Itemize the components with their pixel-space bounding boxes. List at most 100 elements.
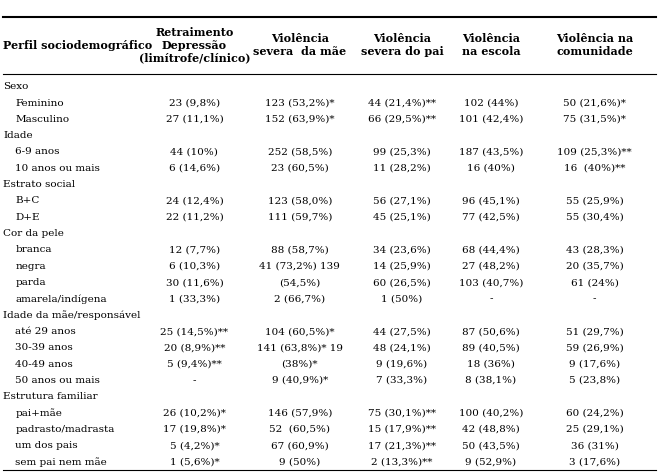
Text: Feminino: Feminino bbox=[15, 99, 64, 108]
Text: 1 (33,3%): 1 (33,3%) bbox=[169, 294, 220, 303]
Text: 111 (59,7%): 111 (59,7%) bbox=[268, 213, 332, 222]
Text: 96 (45,1%): 96 (45,1%) bbox=[462, 197, 520, 206]
Text: 3 (17,6%): 3 (17,6%) bbox=[569, 457, 620, 466]
Text: 44 (10%): 44 (10%) bbox=[171, 148, 218, 157]
Text: 9 (17,6%): 9 (17,6%) bbox=[569, 360, 620, 369]
Text: 12 (7,7%): 12 (7,7%) bbox=[169, 246, 220, 255]
Text: 45 (25,1%): 45 (25,1%) bbox=[373, 213, 431, 222]
Text: Masculino: Masculino bbox=[15, 115, 69, 124]
Text: 103 (40,7%): 103 (40,7%) bbox=[459, 278, 523, 287]
Text: 34 (23,6%): 34 (23,6%) bbox=[373, 246, 431, 255]
Text: 60 (26,5%): 60 (26,5%) bbox=[373, 278, 431, 287]
Text: 152 (63,9%)*: 152 (63,9%)* bbox=[265, 115, 335, 124]
Text: 40-49 anos: 40-49 anos bbox=[15, 360, 73, 369]
Text: 15 (17,9%)**: 15 (17,9%)** bbox=[368, 425, 436, 434]
Text: -: - bbox=[192, 376, 196, 385]
Text: 100 (40,2%): 100 (40,2%) bbox=[459, 409, 523, 417]
Text: 187 (43,5%): 187 (43,5%) bbox=[459, 148, 523, 157]
Text: 75 (30,1%)**: 75 (30,1%)** bbox=[368, 409, 436, 417]
Text: 50 (43,5%): 50 (43,5%) bbox=[462, 441, 520, 450]
Text: 61 (24%): 61 (24%) bbox=[571, 278, 619, 287]
Text: 41 (73,2%) 139: 41 (73,2%) 139 bbox=[260, 262, 340, 271]
Text: 5 (9,4%)**: 5 (9,4%)** bbox=[167, 360, 222, 369]
Text: parda: parda bbox=[15, 278, 45, 287]
Text: 141 (63,8%)* 19: 141 (63,8%)* 19 bbox=[257, 343, 343, 352]
Text: 16  (40%)**: 16 (40%)** bbox=[564, 164, 625, 173]
Text: 42 (48,8%): 42 (48,8%) bbox=[462, 425, 520, 434]
Text: 1 (50%): 1 (50%) bbox=[382, 294, 422, 303]
Text: 25 (14,5%)**: 25 (14,5%)** bbox=[160, 327, 229, 336]
Text: 75 (31,5%)*: 75 (31,5%)* bbox=[563, 115, 626, 124]
Text: 16 (40%): 16 (40%) bbox=[467, 164, 515, 173]
Text: 30-39 anos: 30-39 anos bbox=[15, 343, 73, 352]
Text: D+E: D+E bbox=[15, 213, 40, 222]
Text: pai+mãe: pai+mãe bbox=[15, 408, 62, 418]
Text: 1 (5,6%)*: 1 (5,6%)* bbox=[169, 457, 219, 466]
Text: 59 (26,9%): 59 (26,9%) bbox=[566, 343, 623, 352]
Text: 9 (52,9%): 9 (52,9%) bbox=[465, 457, 517, 466]
Text: 55 (30,4%): 55 (30,4%) bbox=[566, 213, 623, 222]
Text: 102 (44%): 102 (44%) bbox=[464, 99, 518, 108]
Text: até 29 anos: até 29 anos bbox=[15, 327, 76, 336]
Text: 44 (21,4%)**: 44 (21,4%)** bbox=[368, 99, 436, 108]
Text: 26 (10,2%)*: 26 (10,2%)* bbox=[163, 409, 226, 417]
Text: 87 (50,6%): 87 (50,6%) bbox=[462, 327, 520, 336]
Text: 6 (10,3%): 6 (10,3%) bbox=[169, 262, 220, 271]
Text: padrasto/madrasta: padrasto/madrasta bbox=[15, 425, 115, 434]
Text: 48 (24,1%): 48 (24,1%) bbox=[373, 343, 431, 352]
Text: 51 (29,7%): 51 (29,7%) bbox=[566, 327, 623, 336]
Text: 50 anos ou mais: 50 anos ou mais bbox=[15, 376, 100, 385]
Text: branca: branca bbox=[15, 246, 51, 255]
Text: Violência
severa  da mãe: Violência severa da mãe bbox=[253, 33, 347, 57]
Text: -: - bbox=[593, 294, 596, 303]
Text: 27 (11,1%): 27 (11,1%) bbox=[165, 115, 223, 124]
Text: 52  (60,5%): 52 (60,5%) bbox=[270, 425, 330, 434]
Text: 10 anos ou mais: 10 anos ou mais bbox=[15, 164, 100, 173]
Text: 55 (25,9%): 55 (25,9%) bbox=[566, 197, 623, 206]
Text: 9 (40,9%)*: 9 (40,9%)* bbox=[272, 376, 328, 385]
Text: Cor da pele: Cor da pele bbox=[3, 229, 64, 238]
Text: negra: negra bbox=[15, 262, 45, 271]
Text: 123 (53,2%)*: 123 (53,2%)* bbox=[265, 99, 335, 108]
Text: 43 (28,3%): 43 (28,3%) bbox=[566, 246, 623, 255]
Text: Violência
na escola: Violência na escola bbox=[462, 33, 520, 57]
Text: Idade: Idade bbox=[3, 131, 33, 140]
Text: 17 (21,3%)**: 17 (21,3%)** bbox=[368, 441, 436, 450]
Text: 252 (58,5%): 252 (58,5%) bbox=[268, 148, 332, 157]
Text: Estrato social: Estrato social bbox=[3, 180, 75, 189]
Text: 5 (4,2%)*: 5 (4,2%)* bbox=[169, 441, 219, 450]
Text: 30 (11,6%): 30 (11,6%) bbox=[165, 278, 223, 287]
Text: 6 (14,6%): 6 (14,6%) bbox=[169, 164, 220, 173]
Text: 14 (25,9%): 14 (25,9%) bbox=[373, 262, 431, 271]
Text: 104 (60,5%)*: 104 (60,5%)* bbox=[265, 327, 335, 336]
Text: 20 (8,9%)**: 20 (8,9%)** bbox=[163, 343, 225, 352]
Text: 24 (12,4%): 24 (12,4%) bbox=[165, 197, 223, 206]
Text: 2 (66,7%): 2 (66,7%) bbox=[274, 294, 326, 303]
Text: Estrutura familiar: Estrutura familiar bbox=[3, 392, 98, 401]
Text: 9 (50%): 9 (50%) bbox=[279, 457, 320, 466]
Text: 146 (57,9%): 146 (57,9%) bbox=[268, 409, 332, 417]
Text: 23 (9,8%): 23 (9,8%) bbox=[169, 99, 220, 108]
Text: 36 (31%): 36 (31%) bbox=[571, 441, 619, 450]
Text: 89 (40,5%): 89 (40,5%) bbox=[462, 343, 520, 352]
Text: Idade da mãe/responsável: Idade da mãe/responsável bbox=[3, 310, 141, 320]
Text: (54,5%): (54,5%) bbox=[279, 278, 320, 287]
Text: 8 (38,1%): 8 (38,1%) bbox=[465, 376, 517, 385]
Text: 20 (35,7%): 20 (35,7%) bbox=[566, 262, 623, 271]
Text: amarela/indígena: amarela/indígena bbox=[15, 294, 107, 304]
Text: 77 (42,5%): 77 (42,5%) bbox=[462, 213, 520, 222]
Text: 27 (48,2%): 27 (48,2%) bbox=[462, 262, 520, 271]
Text: 11 (28,2%): 11 (28,2%) bbox=[373, 164, 431, 173]
Text: Violência
severa do pai: Violência severa do pai bbox=[360, 33, 444, 57]
Text: 6-9 anos: 6-9 anos bbox=[15, 148, 60, 157]
Text: 9 (19,6%): 9 (19,6%) bbox=[376, 360, 428, 369]
Text: 68 (44,4%): 68 (44,4%) bbox=[462, 246, 520, 255]
Text: 99 (25,3%): 99 (25,3%) bbox=[373, 148, 431, 157]
Text: 50 (21,6%)*: 50 (21,6%)* bbox=[563, 99, 626, 108]
Text: -: - bbox=[489, 294, 493, 303]
Text: Perfil sociodemográfico: Perfil sociodemográfico bbox=[3, 40, 152, 51]
Text: 5 (23,8%): 5 (23,8%) bbox=[569, 376, 620, 385]
Text: 22 (11,2%): 22 (11,2%) bbox=[165, 213, 223, 222]
Text: sem pai nem mãe: sem pai nem mãe bbox=[15, 457, 107, 467]
Text: 60 (24,2%): 60 (24,2%) bbox=[566, 409, 623, 417]
